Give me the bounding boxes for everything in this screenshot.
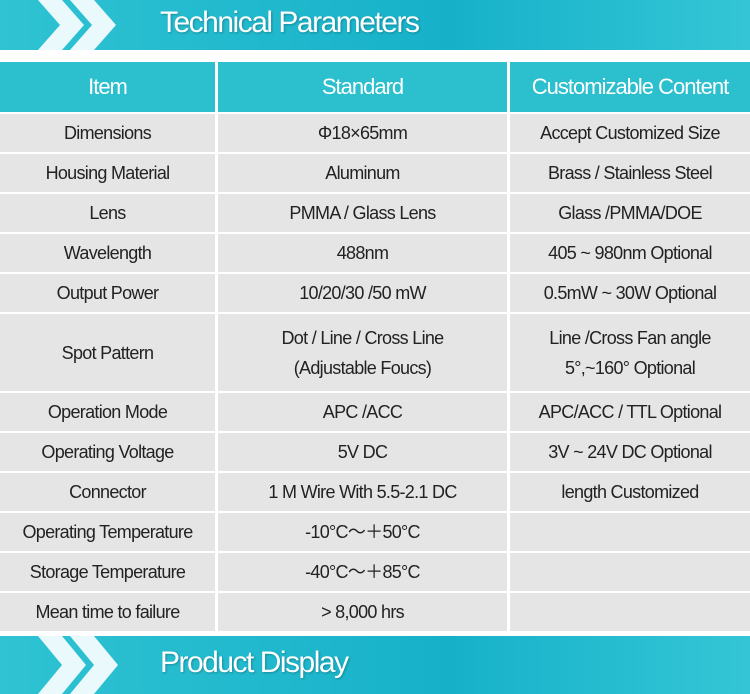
table-cell: length Customized	[510, 473, 750, 511]
column-header: Customizable Content	[510, 62, 750, 112]
table-cell: Operation Mode	[0, 393, 215, 431]
table-cell: Brass / Stainless Steel	[510, 154, 750, 192]
footer-banner: Product Display	[0, 636, 750, 694]
table-cell: 405 ~ 980nm Optional	[510, 234, 750, 272]
table-cell: Housing Material	[0, 154, 215, 192]
table-cell: Mean time to failure	[0, 593, 215, 631]
title: Technical Parameters	[160, 6, 420, 39]
table-cell: Operating Voltage	[0, 433, 215, 471]
table-cell	[510, 593, 750, 631]
table-cell: 1 M Wire With 5.5-2.1 DC	[218, 473, 507, 511]
table-cell: -40°C～＋85°C	[218, 553, 507, 591]
table-cell: Accept Customized Size	[510, 114, 750, 152]
table-cell: APC /ACC	[218, 393, 507, 431]
table-cell: 0.5mW ~ 30W Optional	[510, 274, 750, 312]
table-cell: Dimensions	[0, 114, 215, 152]
table-cell: > 8,000 hrs	[218, 593, 507, 631]
table-cell	[510, 553, 750, 591]
chevrons	[38, 636, 118, 694]
cell-line: Line /Cross Fan angle	[549, 327, 711, 348]
table-cell	[510, 513, 750, 551]
table-cell: Φ18×65mm	[218, 114, 507, 152]
table-cell: Aluminum	[218, 154, 507, 192]
table-cell: Glass /PMMA/DOE	[510, 194, 750, 232]
table-cell: 3V ~ 24V DC Optional	[510, 433, 750, 471]
footer-title: Product Display	[160, 646, 349, 679]
table-cell: Wavelength	[0, 234, 215, 272]
table-cell: Operating Temperature	[0, 513, 215, 551]
table-cell: Storage Temperature	[0, 553, 215, 591]
table-cell: Connector	[0, 473, 215, 511]
cell-line: (Adjustable Foucs)	[293, 357, 432, 378]
chevrons	[38, 0, 116, 50]
table-cell: 488nm	[218, 234, 507, 272]
column-header: Item	[0, 62, 215, 112]
table-cell: Lens	[0, 194, 215, 232]
table-cell: 5V DC	[218, 433, 507, 471]
table-cell: APC/ACC / TTL Optional	[510, 393, 750, 431]
column-header: Standard	[218, 62, 507, 112]
table-cell: 10/20/30 /50 mW	[218, 274, 507, 312]
cell-line: Dot / Line / Cross Line	[281, 327, 445, 348]
table-cell: PMMA / Glass Lens	[218, 194, 507, 232]
table-cell: Output Power	[0, 274, 215, 312]
table-cell: Spot Pattern	[0, 314, 215, 391]
table-cell: -10°C～＋50°C	[218, 513, 507, 551]
title-banner: Technical Parameters	[0, 0, 750, 50]
cell-line: 5°,~160° Optional	[564, 357, 696, 378]
table-cell: Dot / Line / Cross Line (Adjustable Foucs…	[218, 314, 507, 391]
table-cell: Line /Cross Fan angle 5°,~160° Optional	[510, 314, 750, 391]
